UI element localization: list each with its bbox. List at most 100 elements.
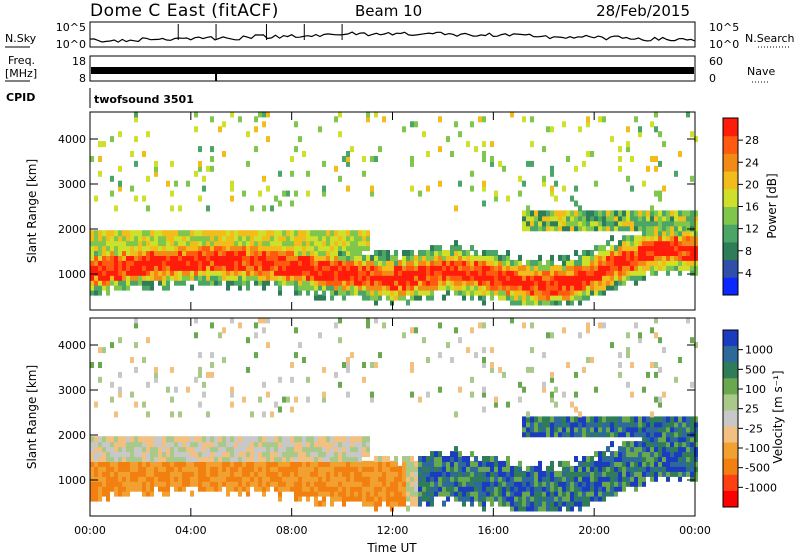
power-cell-536 bbox=[254, 245, 258, 252]
power-cell-689 bbox=[298, 235, 302, 242]
power-cell-1132 bbox=[442, 279, 446, 286]
power-cell-1337 bbox=[514, 259, 518, 266]
power-cell-1500 bbox=[562, 279, 566, 286]
velocity-cell-129 bbox=[126, 470, 130, 477]
power-cell-618 bbox=[278, 245, 282, 252]
power-cell-212 bbox=[150, 254, 154, 261]
power-cell-1486 bbox=[558, 289, 562, 296]
velocity-cell-422 bbox=[218, 460, 222, 467]
velocity-cell-1538 bbox=[570, 421, 574, 428]
velocity-cell-1657 bbox=[602, 451, 606, 458]
power-cell-269 bbox=[170, 264, 174, 271]
power-cell-994 bbox=[390, 289, 394, 296]
velocity-cell-1943 bbox=[682, 456, 686, 462]
velocity-cell-1391 bbox=[530, 416, 534, 423]
velocity-cell-1250 bbox=[482, 386, 486, 393]
velocity-cell-188 bbox=[142, 436, 146, 443]
power-cell-1747 bbox=[626, 175, 630, 182]
power-cell-606 bbox=[274, 235, 278, 242]
velocity-cell-1310 bbox=[506, 490, 510, 497]
velocity-cell-1188 bbox=[462, 480, 466, 487]
power-cell-1675 bbox=[606, 210, 610, 217]
velocity-cell-140 bbox=[130, 470, 134, 477]
velocity-cell-165 bbox=[134, 317, 138, 324]
velocity-cell-168 bbox=[138, 475, 142, 482]
power-cell-978 bbox=[382, 259, 386, 266]
velocity-cell-198 bbox=[146, 456, 150, 462]
power-cell-1780 bbox=[634, 116, 638, 123]
velocity-cell-1351 bbox=[522, 500, 526, 507]
power-cell-869 bbox=[350, 274, 354, 281]
power-cell-1694 bbox=[614, 269, 618, 276]
velocity-cell-978 bbox=[382, 465, 386, 472]
velocity-cell-172 bbox=[138, 456, 142, 462]
velocity-cell-819 bbox=[338, 490, 342, 497]
power-cell-492 bbox=[242, 279, 246, 286]
power-cell-603 bbox=[274, 250, 278, 256]
power-cell-537 bbox=[254, 240, 258, 247]
power-cell-35 bbox=[98, 254, 102, 261]
velocity-cell-630 bbox=[282, 456, 286, 462]
velocity-cell-1305 bbox=[502, 465, 506, 472]
velocity-cell-119 bbox=[122, 460, 126, 467]
power-cell-951 bbox=[374, 284, 378, 291]
velocity-cell-234 bbox=[158, 470, 162, 477]
velocity-cell-1192 bbox=[462, 460, 466, 467]
velocity-cell-784 bbox=[326, 456, 330, 462]
velocity-cell-1559 bbox=[578, 495, 582, 502]
power-cell-1541 bbox=[574, 294, 578, 301]
velocity-cell-1060 bbox=[414, 475, 418, 482]
velocity-cell-186 bbox=[142, 446, 146, 453]
power-cell-1360 bbox=[522, 215, 526, 222]
velocity-cell-1041 bbox=[410, 500, 414, 507]
velocity-cell-117 bbox=[122, 470, 126, 477]
velocity-cell-447 bbox=[226, 460, 230, 467]
power-cell-1886 bbox=[662, 185, 666, 192]
velocity-cell-694 bbox=[302, 480, 306, 487]
power-cell-655 bbox=[290, 245, 294, 252]
velocity-cell-1713 bbox=[618, 431, 622, 438]
velocity-cell-287 bbox=[174, 451, 178, 458]
power-cell-268 bbox=[170, 269, 174, 276]
velocity-cell-1322 bbox=[510, 490, 514, 497]
velocity-cell-1217 bbox=[474, 495, 478, 502]
power-cell-1012 bbox=[398, 294, 402, 301]
velocity-cell-1677 bbox=[610, 485, 614, 492]
power-cell-1561 bbox=[578, 279, 582, 286]
power-cell-1935 bbox=[678, 225, 682, 232]
velocity-cell-717 bbox=[306, 436, 310, 443]
velocity-cell-583 bbox=[266, 391, 270, 398]
velocity-cell-115 bbox=[122, 480, 126, 487]
power-cell-1242 bbox=[482, 274, 486, 281]
velocity-cell-880 bbox=[354, 495, 358, 502]
power-cell-1963 bbox=[686, 210, 690, 217]
power-cell-410 bbox=[214, 259, 218, 266]
velocity-cell-673 bbox=[294, 441, 298, 448]
velocity-cell-1817 bbox=[646, 441, 650, 448]
velocity-cell-90 bbox=[114, 460, 118, 467]
power-cell-989 bbox=[386, 259, 390, 266]
velocity-cell-1441 bbox=[546, 485, 550, 492]
power-cell-1614 bbox=[590, 225, 594, 232]
velocity-cell-1065 bbox=[418, 500, 422, 507]
power-cell-71 bbox=[110, 274, 114, 281]
power-cell-335 bbox=[190, 235, 194, 242]
power-cell-910 bbox=[362, 274, 366, 281]
power-cell-51 bbox=[102, 250, 106, 256]
power-cell-55 bbox=[102, 230, 106, 237]
power-cell-401 bbox=[210, 230, 214, 237]
power-cell-304 bbox=[182, 279, 186, 286]
power-cell-127 bbox=[126, 274, 130, 281]
velocity-cell-399 bbox=[210, 446, 214, 453]
velocity-cell-864 bbox=[346, 362, 350, 368]
velocity-cell-1594 bbox=[586, 470, 590, 477]
power-cell-765 bbox=[322, 269, 326, 276]
velocity-cell-37 bbox=[98, 451, 102, 458]
velocity-cell-412 bbox=[214, 456, 218, 462]
power-cell-1269 bbox=[490, 269, 494, 276]
velocity-cell-906 bbox=[362, 500, 366, 507]
velocity-cell-1296 bbox=[498, 460, 502, 467]
velocity-cell-520 bbox=[250, 470, 254, 477]
velocity-cell-1904 bbox=[670, 456, 674, 462]
